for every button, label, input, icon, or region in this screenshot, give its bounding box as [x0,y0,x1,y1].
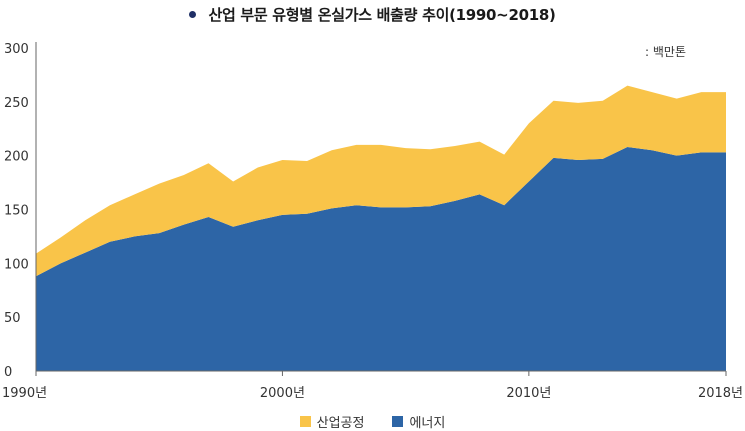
chart-title-area: 산업 부문 유형별 온실가스 배출량 추이(1990~2018) [0,0,745,28]
chart-title: 산업 부문 유형별 온실가스 배출량 추이(1990~2018) [208,5,556,24]
legend-label-energy: 에너지 [409,415,446,431]
area-series-energy [36,147,726,371]
area-chart: 0 50 100 150 200 250 300 1990년 2000년 2010년 2018년 : … [2,42,743,401]
legend: 산업공정 에너지 [0,412,745,431]
unit-label: : 백만톤 [645,45,686,59]
y-tick-label: 300 [4,42,29,57]
y-tick-label: 200 [4,150,29,165]
legend-swatch-energy [392,415,404,427]
y-tick-label: 100 [4,257,29,272]
area-series-industrial [36,85,726,277]
y-tick-label: 150 [4,204,29,219]
legend-item-industrial: 산업공정 [299,412,365,431]
x-tick-label: 2010년 [506,386,551,401]
x-tick-label: 1990년 [2,386,47,401]
x-tick-label: 2018년 [698,386,743,401]
legend-label-industrial: 산업공정 [316,415,365,431]
legend-item-energy: 에너지 [392,412,445,431]
y-tick-label: 250 [4,96,29,111]
y-tick-label: 0 [4,365,12,380]
title-bullet-icon [189,10,197,18]
y-tick-label: 50 [4,311,21,326]
legend-swatch-industrial [299,415,311,427]
x-tick-label: 2000년 [260,386,305,401]
